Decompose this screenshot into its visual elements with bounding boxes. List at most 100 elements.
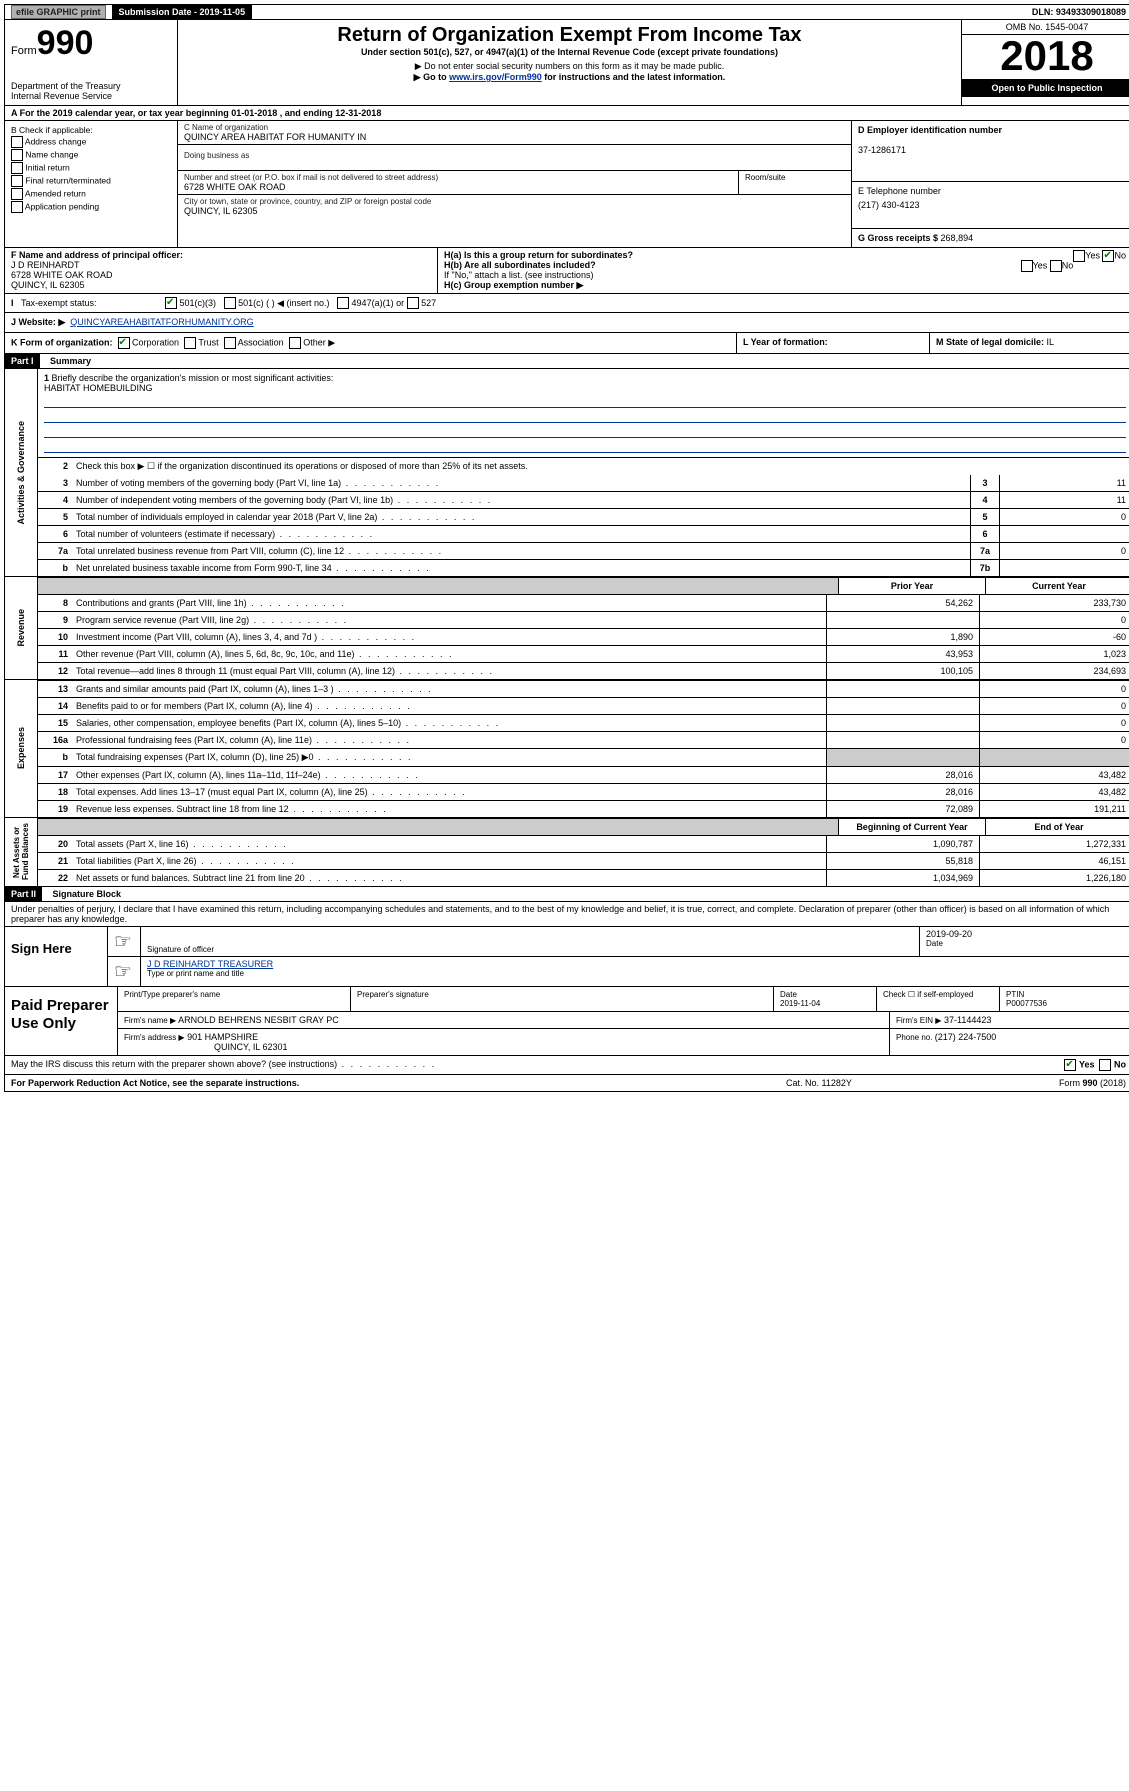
discuss-row: May the IRS discuss this return with the… <box>4 1056 1129 1075</box>
prep-name-label: Print/Type preparer's name <box>118 987 350 1011</box>
part2-subtitle: Signature Block <box>45 889 122 899</box>
chk-trust[interactable] <box>184 337 196 349</box>
dba-cell: Doing business as <box>178 145 851 171</box>
tel-cell: E Telephone number (217) 430-4123 <box>852 182 1129 229</box>
efile-button[interactable]: efile GRAPHIC print <box>11 5 106 19</box>
officer-name-link[interactable]: J D REINHARDT TREASURER <box>147 959 273 969</box>
form-number: Form990 <box>11 24 171 63</box>
chk-app-pending[interactable]: Application pending <box>11 201 171 213</box>
side-expenses: Expenses <box>5 680 38 817</box>
perjury-text: Under penalties of perjury, I declare th… <box>4 902 1129 927</box>
data-row: 22Net assets or fund balances. Subtract … <box>38 869 1129 886</box>
gross-cell: G Gross receipts $ 268,894 <box>852 229 1129 247</box>
sig-date: 2019-09-20 <box>926 929 1126 939</box>
officer-name: J D REINHARDT <box>11 260 431 270</box>
chk-corp[interactable] <box>118 337 130 349</box>
col-f: F Name and address of principal officer:… <box>5 248 438 293</box>
part2-title: Part II <box>5 887 42 901</box>
part1-title: Part I <box>5 354 40 368</box>
city-cell: City or town, state or province, country… <box>178 195 851 218</box>
chk-4947[interactable] <box>337 297 349 309</box>
m-state: M State of legal domicile: IL <box>930 333 1129 353</box>
revenue-body: Prior Year Current Year 8Contributions a… <box>38 577 1129 679</box>
officer-label: F Name and address of principal officer: <box>11 250 431 260</box>
gov-row: 3Number of voting members of the governi… <box>38 475 1129 491</box>
section-governance: Activities & Governance 1 Briefly descri… <box>4 369 1129 577</box>
address-row: Number and street (or P.O. box if mail i… <box>178 171 851 195</box>
dln-cell: DLN: 93493309018089 <box>1026 5 1129 19</box>
hdr-prior: Prior Year <box>838 578 985 594</box>
website-link[interactable]: QUINCYAREAHABITATFORHUMANITY.ORG <box>70 317 253 327</box>
chk-name-change[interactable]: Name change <box>11 149 171 161</box>
row-a: A For the 2019 calendar year, or tax yea… <box>4 106 1129 121</box>
ptin-value: P00077536 <box>1006 999 1047 1008</box>
chk-other[interactable] <box>289 337 301 349</box>
net-body: Beginning of Current Year End of Year 20… <box>38 818 1129 886</box>
hdr-curr: Current Year <box>985 578 1129 594</box>
submission-date-cell: Submission Date - 2019-11-05 <box>113 5 253 19</box>
row-i: I Tax-exempt status: 501(c)(3) 501(c) ( … <box>4 294 1129 313</box>
governance-body: 1 Briefly describe the organization's mi… <box>38 369 1129 576</box>
data-row: 19Revenue less expenses. Subtract line 1… <box>38 800 1129 817</box>
hb-row: H(b) Are all subordinates included? Yes … <box>444 260 1126 270</box>
data-row: 15Salaries, other compensation, employee… <box>38 714 1129 731</box>
officer-street: 6728 WHITE OAK ROAD <box>11 270 431 280</box>
topbar-spacer <box>252 10 1026 14</box>
chk-501c3[interactable] <box>165 297 177 309</box>
chk-address-change[interactable]: Address change <box>11 136 171 148</box>
chk-527[interactable] <box>407 297 419 309</box>
street-label: Number and street (or P.O. box if mail i… <box>184 173 732 182</box>
ein-cell: D Employer identification number 37-1286… <box>852 121 1129 182</box>
section-revenue: Revenue Prior Year Current Year 8Contrib… <box>4 577 1129 680</box>
gov-row: 6Total number of volunteers (estimate if… <box>38 525 1129 542</box>
hdr-beginning: Beginning of Current Year <box>838 819 985 835</box>
k-form-org: K Form of organization: Corporation Trus… <box>5 333 737 353</box>
data-row: 17Other expenses (Part IX, column (A), l… <box>38 766 1129 783</box>
hdr-end: End of Year <box>985 819 1129 835</box>
firm-addr1: 901 HAMPSHIRE <box>187 1032 258 1042</box>
self-employed-check[interactable]: Check ☐ if self-employed <box>876 987 999 1011</box>
org-name: QUINCY AREA HABITAT FOR HUMANITY IN <box>184 132 845 142</box>
hc-row: H(c) Group exemption number ▶ <box>444 280 1126 291</box>
top-bar: efile GRAPHIC print Submission Date - 20… <box>4 4 1129 20</box>
chk-initial-return[interactable]: Initial return <box>11 162 171 174</box>
footer-right: Form 990 (2018) <box>986 1078 1126 1088</box>
tel-label: E Telephone number <box>858 186 1126 196</box>
footer-left: For Paperwork Reduction Act Notice, see … <box>11 1078 786 1088</box>
net-header: Beginning of Current Year End of Year <box>38 818 1129 835</box>
form990-link[interactable]: www.irs.gov/Form990 <box>449 72 542 82</box>
gov-row: bNet unrelated business taxable income f… <box>38 559 1129 576</box>
q2-row: 2Check this box ▶ ☐ if the organization … <box>38 457 1129 475</box>
header-left: Form990 Department of the Treasury Inter… <box>5 20 178 105</box>
discuss-yes[interactable] <box>1064 1059 1076 1071</box>
footer-row: For Paperwork Reduction Act Notice, see … <box>4 1075 1129 1092</box>
room-cell: Room/suite <box>739 171 851 195</box>
gov-row: 7aTotal unrelated business revenue from … <box>38 542 1129 559</box>
data-row: 18Total expenses. Add lines 13–17 (must … <box>38 783 1129 800</box>
signature-block: Sign Here ☞ Signature of officer 2019-09… <box>4 927 1129 987</box>
chk-assoc[interactable] <box>224 337 236 349</box>
part2-bar: Part II Signature Block <box>4 887 1129 902</box>
firm-addr2: QUINCY, IL 62301 <box>124 1042 288 1052</box>
form-subtitle-1: Under section 501(c), 527, or 4947(a)(1)… <box>184 47 955 57</box>
header-right: OMB No. 1545-0047 2018 Open to Public In… <box>962 20 1129 105</box>
chk-final-return[interactable]: Final return/terminated <box>11 175 171 187</box>
discuss-no[interactable] <box>1099 1059 1111 1071</box>
tel-value: (217) 430-4123 <box>858 200 1126 210</box>
chk-501c[interactable] <box>224 297 236 309</box>
form-subtitle-2: ▶ Do not enter social security numbers o… <box>184 61 955 72</box>
mission-line <box>44 395 1126 408</box>
col-h: H(a) Is this a group return for subordin… <box>438 248 1129 293</box>
footer-mid: Cat. No. 11282Y <box>786 1078 986 1088</box>
header-middle: Return of Organization Exempt From Incom… <box>178 20 962 105</box>
block-fgh: F Name and address of principal officer:… <box>4 248 1129 294</box>
gov-row: 5Total number of individuals employed in… <box>38 508 1129 525</box>
expenses-body: 13Grants and similar amounts paid (Part … <box>38 680 1129 817</box>
block-bcd: B Check if applicable: Address change Na… <box>4 121 1129 248</box>
data-row: 12Total revenue—add lines 8 through 11 (… <box>38 662 1129 679</box>
chk-amended[interactable]: Amended return <box>11 188 171 200</box>
mission-line <box>44 440 1126 453</box>
data-row: 8Contributions and grants (Part VIII, li… <box>38 594 1129 611</box>
col-b: B Check if applicable: Address change Na… <box>5 121 178 247</box>
gov-row: 4Number of independent voting members of… <box>38 491 1129 508</box>
